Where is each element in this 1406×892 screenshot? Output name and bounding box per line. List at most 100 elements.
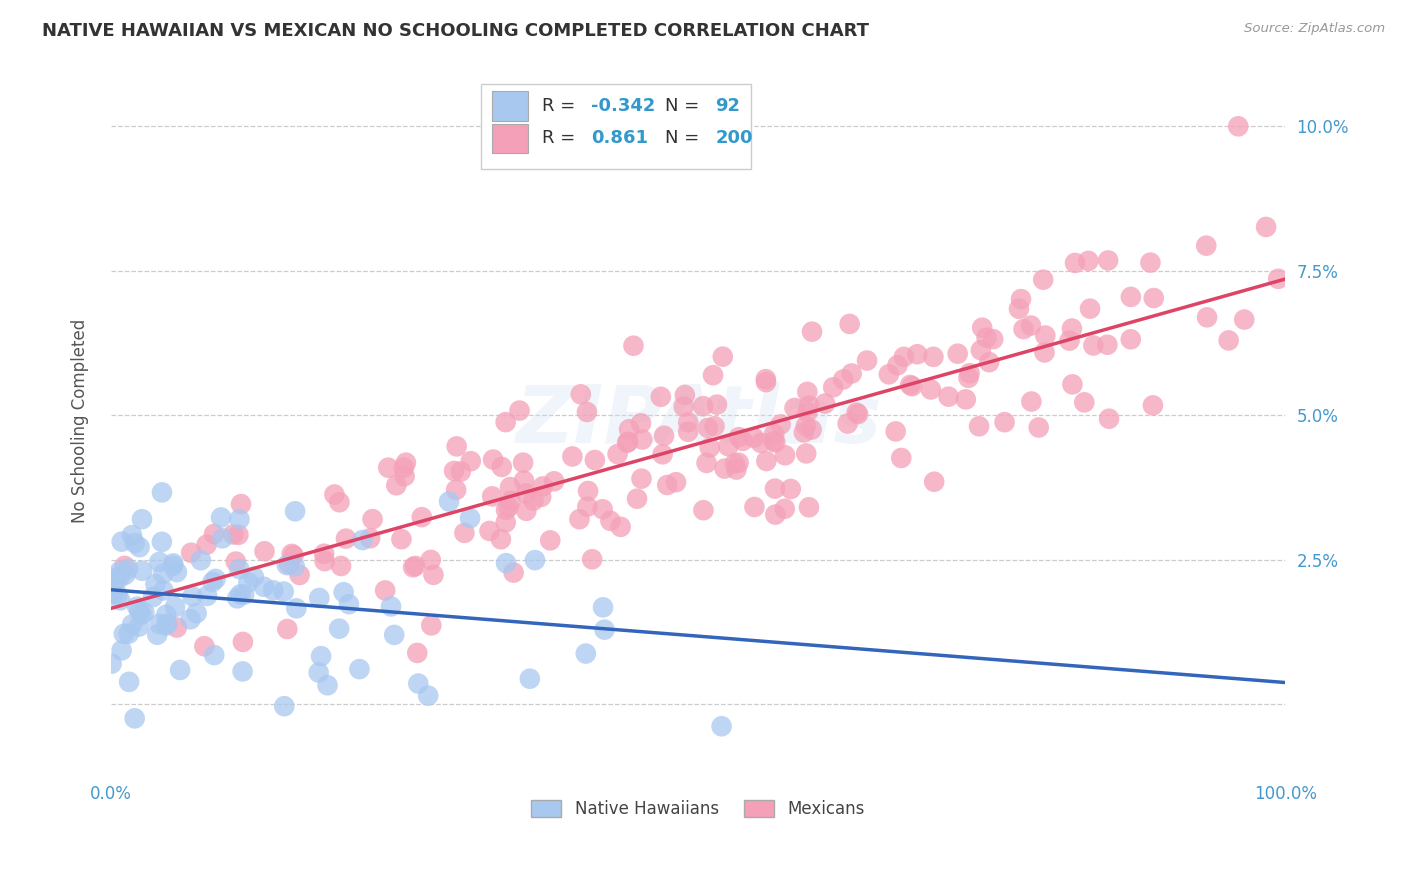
Point — [706, 398, 728, 412]
Text: ZIPAtlas: ZIPAtlas — [515, 382, 882, 460]
Point — [443, 464, 465, 478]
Point — [1233, 312, 1256, 326]
Point — [920, 383, 942, 397]
Point — [489, 533, 512, 547]
Point — [531, 479, 554, 493]
Point — [408, 676, 430, 690]
Point — [841, 367, 863, 381]
Point — [124, 711, 146, 725]
Point — [337, 597, 360, 611]
Point — [1033, 345, 1056, 359]
Point — [711, 350, 734, 364]
Point — [832, 372, 855, 386]
Point — [725, 462, 748, 476]
Point — [225, 555, 247, 569]
Point — [755, 454, 778, 468]
Point — [922, 475, 945, 489]
Point — [450, 465, 472, 479]
Point — [762, 434, 785, 449]
Point — [142, 590, 165, 604]
Point — [148, 616, 170, 631]
Point — [108, 564, 131, 578]
Point — [901, 379, 924, 393]
Point — [186, 606, 208, 620]
Point — [316, 678, 339, 692]
Point — [967, 419, 990, 434]
Point — [794, 446, 817, 460]
Point — [1267, 272, 1289, 286]
Point — [127, 599, 149, 614]
Point — [893, 350, 915, 364]
Point — [856, 353, 879, 368]
Point — [309, 649, 332, 664]
Point — [561, 450, 583, 464]
Point — [676, 425, 699, 439]
Point — [773, 501, 796, 516]
Point — [981, 332, 1004, 346]
Point — [515, 486, 537, 500]
Point — [946, 347, 969, 361]
Point — [382, 628, 405, 642]
Point — [105, 570, 128, 584]
Point — [575, 405, 598, 419]
Point — [495, 415, 517, 429]
Point — [352, 533, 374, 547]
FancyBboxPatch shape — [492, 91, 527, 120]
Point — [696, 456, 718, 470]
Point — [702, 368, 724, 383]
Point — [922, 350, 945, 364]
Point — [1098, 411, 1121, 425]
Point — [1060, 321, 1083, 335]
Point — [128, 619, 150, 633]
Point — [498, 500, 520, 515]
Point — [482, 452, 505, 467]
Point — [665, 475, 688, 490]
Point — [128, 604, 150, 618]
Point — [280, 547, 302, 561]
Point — [797, 399, 820, 413]
Point — [284, 504, 307, 518]
Point — [617, 422, 640, 436]
Point — [1142, 398, 1164, 412]
Point — [976, 331, 998, 345]
Point — [481, 489, 503, 503]
Point — [972, 320, 994, 334]
Text: R =: R = — [541, 97, 581, 115]
Point — [273, 699, 295, 714]
FancyBboxPatch shape — [481, 84, 751, 169]
Point — [411, 510, 433, 524]
Point — [727, 456, 749, 470]
Point — [180, 546, 202, 560]
Point — [530, 490, 553, 504]
Point — [1064, 256, 1087, 270]
Point — [837, 417, 859, 431]
Point — [374, 583, 396, 598]
Point — [420, 618, 443, 632]
Point — [1195, 238, 1218, 252]
Point — [800, 423, 823, 437]
Point — [146, 628, 169, 642]
Point — [898, 378, 921, 392]
Point — [650, 390, 672, 404]
Text: NATIVE HAWAIIAN VS MEXICAN NO SCHOOLING COMPLETED CORRELATION CHART: NATIVE HAWAIIAN VS MEXICAN NO SCHOOLING … — [42, 22, 869, 40]
Point — [593, 623, 616, 637]
Point — [118, 626, 141, 640]
Point — [979, 355, 1001, 369]
Point — [794, 419, 817, 434]
Point — [886, 358, 908, 372]
Point — [103, 586, 125, 600]
Point — [890, 450, 912, 465]
Point — [222, 527, 245, 541]
Point — [495, 516, 517, 530]
Point — [124, 536, 146, 550]
Point — [155, 607, 177, 622]
Point — [156, 616, 179, 631]
Point — [228, 528, 250, 542]
Point — [110, 643, 132, 657]
Point — [394, 469, 416, 483]
Point — [801, 325, 824, 339]
Point — [710, 719, 733, 733]
Point — [181, 590, 204, 604]
Point — [150, 534, 173, 549]
Point — [361, 512, 384, 526]
